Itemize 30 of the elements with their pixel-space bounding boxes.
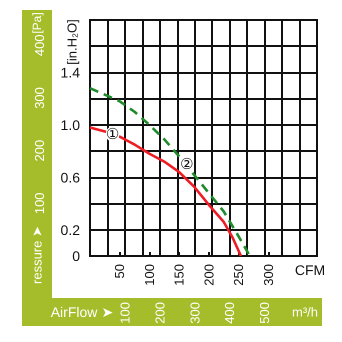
x2-tick-label: 200 xyxy=(152,302,168,324)
y-tick-label: 0.6 xyxy=(60,169,80,186)
y-tick-label: 1.0 xyxy=(60,116,80,133)
x-tick-label: 100 xyxy=(142,264,157,286)
y2-axis-title: [Pa] xyxy=(30,12,44,34)
y-tick-label: 0 xyxy=(72,248,80,264)
x-tick-label: 250 xyxy=(231,264,246,286)
x-tick-label: 150 xyxy=(172,264,187,286)
y2-tick-label: 400 xyxy=(32,34,47,56)
y-tick-label: 0.2 xyxy=(60,222,80,238)
x-tick-label: 200 xyxy=(201,264,216,286)
x2-tick-label: 400 xyxy=(222,302,238,324)
y-tick-label: 1.4 xyxy=(60,64,80,80)
y2-tick-label: 300 xyxy=(32,87,47,109)
text: ressure ➤ xyxy=(30,226,44,284)
x-axis-title: CFM xyxy=(294,262,326,278)
annotation: ① xyxy=(106,125,120,144)
y2-tick-label: 100 xyxy=(32,192,47,214)
x2-tick-label: 500 xyxy=(257,302,272,324)
x-tick-label: 300 xyxy=(260,264,276,286)
annotation: ② xyxy=(180,155,194,174)
line-series xyxy=(88,126,242,258)
x2-axis-title: AirFlow ➤ xyxy=(50,304,114,320)
text: m³/h xyxy=(292,304,318,320)
x-tick-label: 50 xyxy=(112,264,128,278)
y-axis-title: [in.H₂O] xyxy=(64,19,80,65)
y2-tick-label: 200 xyxy=(32,140,47,162)
x2-tick-label: 300 xyxy=(187,302,202,324)
line-series xyxy=(88,86,252,258)
x2-tick-label: 100 xyxy=(117,302,132,324)
